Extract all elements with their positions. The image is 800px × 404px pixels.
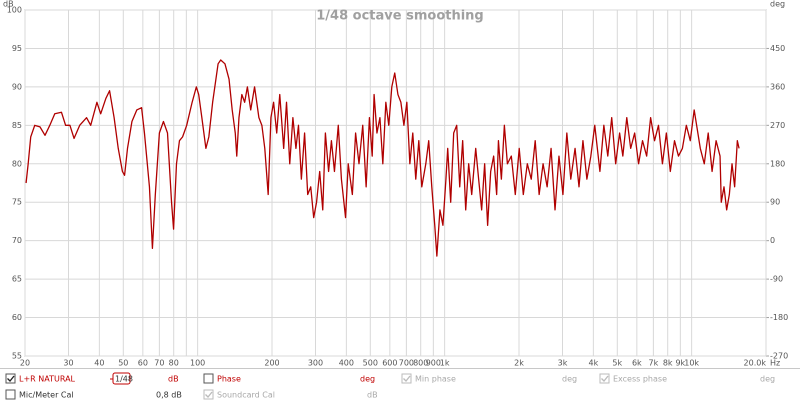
x-tick-label: 3k bbox=[558, 359, 568, 368]
check bbox=[601, 375, 609, 382]
x-tick-label: 6k bbox=[632, 359, 642, 368]
y-tick-label: 95 bbox=[12, 44, 22, 53]
trace-checkbox[interactable] bbox=[5, 373, 16, 384]
x-tick-label: 1k bbox=[440, 359, 450, 368]
phase[interactable]: Phase bbox=[217, 375, 241, 384]
min-phase[interactable]: Min phase bbox=[415, 375, 456, 384]
x-tick-label: 800 bbox=[413, 359, 428, 368]
x-axis-label: Hz bbox=[770, 359, 780, 368]
x-tick-label: 100 bbox=[190, 359, 205, 368]
x-tick-label: 300 bbox=[308, 359, 323, 368]
y2-tick-label: 270 bbox=[770, 121, 785, 130]
x-tick-label: 40 bbox=[94, 359, 104, 368]
min-phase-unit: deg bbox=[562, 375, 577, 384]
y-axis-label: dB bbox=[3, 0, 14, 9]
y2-axis-label: deg bbox=[770, 0, 785, 9]
y2-tick-label: -180 bbox=[770, 313, 788, 322]
x-tick-label: 4k bbox=[588, 359, 598, 368]
min-phase-checkbox[interactable] bbox=[401, 373, 412, 384]
y2-tick-label: 180 bbox=[770, 159, 785, 168]
x-tick-label: 200 bbox=[264, 359, 279, 368]
y-tick-label: 85 bbox=[12, 121, 22, 130]
control-panel bbox=[0, 368, 800, 404]
y-tick-label: 90 bbox=[12, 82, 22, 91]
x-tick-label: 60 bbox=[138, 359, 148, 368]
check bbox=[403, 375, 411, 382]
soundcard-cal-checkbox[interactable] bbox=[203, 389, 214, 400]
mic-cal-value: 0,8 dB bbox=[156, 391, 182, 400]
plot-area bbox=[24, 9, 767, 357]
x-tick-label: 2k bbox=[514, 359, 524, 368]
y-tick-label: 75 bbox=[12, 198, 22, 207]
excess-phase-checkbox[interactable] bbox=[599, 373, 610, 384]
excess-phase-unit: deg bbox=[760, 375, 775, 384]
y2-tick-label: 450 bbox=[770, 44, 785, 53]
x-tick-label: 9k bbox=[675, 359, 685, 368]
smoothing-box[interactable] bbox=[112, 372, 131, 385]
x-tick-label: 5k bbox=[612, 359, 622, 368]
x-tick-label: 50 bbox=[118, 359, 128, 368]
y2-tick-label: -270 bbox=[770, 352, 788, 361]
trace-unit: dB bbox=[168, 375, 179, 384]
y-tick-label: 70 bbox=[12, 236, 22, 245]
x-tick-label: 80 bbox=[169, 359, 179, 368]
phase-checkbox[interactable] bbox=[203, 373, 214, 384]
x-tick-label: 500 bbox=[363, 359, 378, 368]
phase-unit: deg bbox=[360, 375, 375, 384]
x-tick-label: 20.0k bbox=[744, 359, 767, 368]
check bbox=[205, 391, 213, 398]
smoothing[interactable]: 1/48 bbox=[115, 375, 133, 384]
x-tick-label: 20 bbox=[20, 359, 30, 368]
y-tick-label: 60 bbox=[12, 313, 22, 322]
x-tick-label: 70 bbox=[154, 359, 164, 368]
mic-cal-checkbox[interactable] bbox=[5, 389, 16, 400]
y-tick-label: 65 bbox=[12, 275, 22, 284]
x-tick-label: 8k bbox=[663, 359, 673, 368]
grid bbox=[24, 9, 769, 357]
y-tick-label: 100 bbox=[7, 6, 22, 15]
x-tick-label: 700 bbox=[399, 359, 414, 368]
x-tick-label: 7k bbox=[649, 359, 659, 368]
y2-tick-label: -90 bbox=[770, 275, 783, 284]
x-tick-label: 900 bbox=[426, 359, 441, 368]
soundcard-cal-unit: dB bbox=[367, 391, 378, 400]
excess-phase[interactable]: Excess phase bbox=[613, 375, 667, 384]
mic-cal[interactable]: Mic/Meter Cal bbox=[19, 391, 74, 400]
check bbox=[7, 375, 15, 382]
axis-labels: 55 60 65 70 75 80 85 90 95 100 -270 -180 -90 0 90 180 27… bbox=[7, 6, 788, 368]
y2-tick-label: 0 bbox=[770, 236, 775, 245]
y2-tick-label: 90 bbox=[770, 198, 780, 207]
y-tick-label: 55 bbox=[12, 352, 22, 361]
y2-tick-label: 360 bbox=[770, 82, 785, 91]
x-tick-label: 600 bbox=[382, 359, 397, 368]
trace-name[interactable]: L+R NATURAL bbox=[19, 375, 76, 384]
x-tick-label: 400 bbox=[339, 359, 354, 368]
x-tick-label: 30 bbox=[63, 359, 73, 368]
marks bbox=[25, 59, 740, 257]
x-tick-label: 10k bbox=[684, 359, 699, 368]
chart-title: 1/48 octave smoothing bbox=[316, 9, 483, 24]
trace-line bbox=[25, 59, 740, 257]
soundcard-cal[interactable]: Soundcard Cal bbox=[217, 391, 275, 400]
y-tick-label: 80 bbox=[12, 159, 22, 168]
